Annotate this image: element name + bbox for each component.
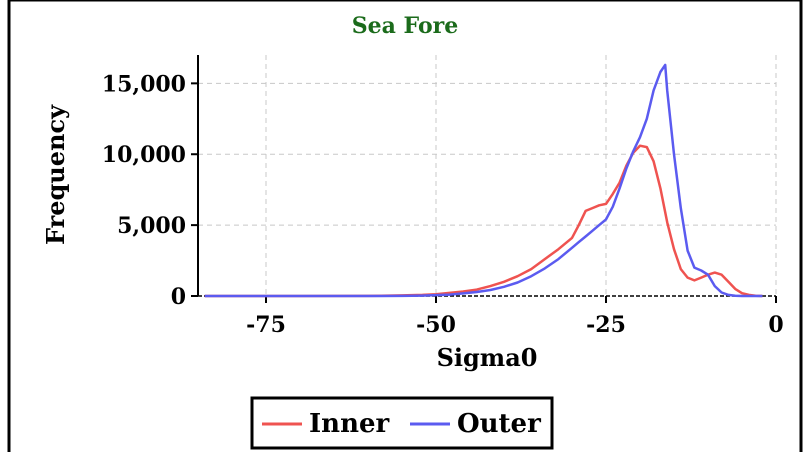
grid-lines (198, 55, 777, 296)
y-tick-label: 15,000 (102, 71, 186, 97)
legend-label-inner: Inner (309, 409, 390, 439)
series-line-outer (204, 63, 763, 298)
chart-title: Sea Fore (352, 13, 458, 39)
legend: Inner Outer (250, 396, 554, 450)
figure-border (7, 0, 803, 452)
x-tick-label: 0 (768, 312, 783, 338)
y-tick-label: 0 (171, 284, 186, 310)
x-tick-label: -25 (586, 312, 626, 338)
x-tick-label: -75 (246, 312, 286, 338)
x-tick-label: -50 (416, 312, 456, 338)
series-line-inner (204, 144, 763, 298)
y-tick-label: 10,000 (102, 142, 186, 168)
axes (191, 55, 777, 303)
y-axis-title: Frequency (41, 104, 70, 245)
series-lines (204, 63, 763, 298)
x-axis-title: Sigma0 (437, 343, 538, 372)
legend-label-outer: Outer (457, 409, 541, 439)
y-tick-label: 5,000 (117, 213, 186, 239)
tick-labels: -75 -50 -25 0 0 5,000 10,000 15,000 (102, 71, 784, 338)
